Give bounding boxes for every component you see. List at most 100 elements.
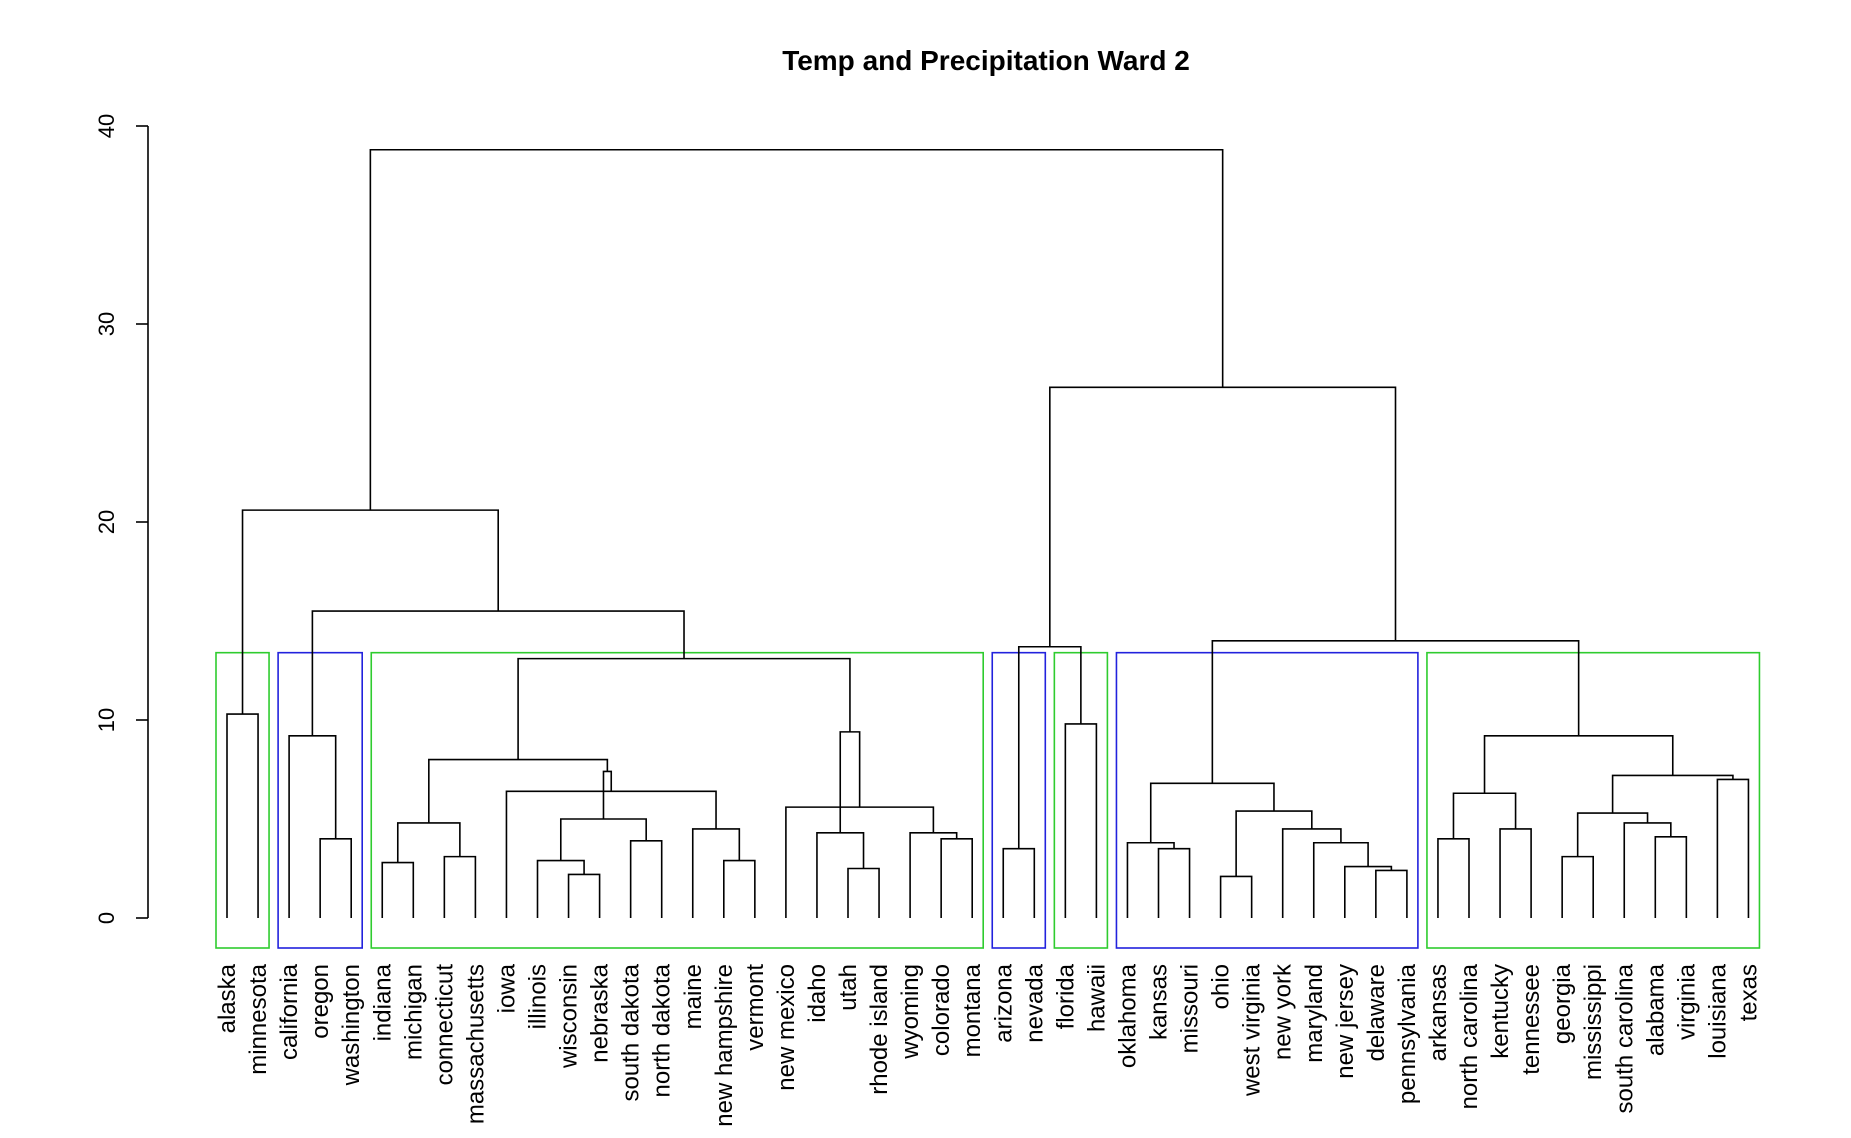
branch-C (288, 735, 337, 918)
branch-AA (1017, 645, 1082, 849)
leaf-label: virginia (1673, 963, 1700, 1040)
leaf-label: new hampshire (711, 964, 738, 1127)
leaf-label: kansas (1146, 964, 1173, 1040)
leaf-label: minnesota (245, 963, 272, 1074)
branch-AO (1654, 836, 1688, 918)
branch-AD (1219, 875, 1253, 918)
branch-U (839, 731, 861, 833)
leaf-label: vermont (742, 964, 769, 1051)
leaf-label: illinois (525, 964, 552, 1029)
chart-title: Temp and Precipitation Ward 2 (782, 45, 1190, 76)
branch-G (567, 873, 601, 918)
leaf-label: north carolina (1456, 963, 1483, 1109)
branch-H (536, 859, 585, 918)
leaf-label: texas (1735, 964, 1762, 1021)
branch-AQ (1576, 812, 1649, 857)
y-tick-label: 40 (94, 114, 119, 138)
branch-X (241, 509, 500, 715)
branch-P (847, 867, 880, 918)
branch-V (517, 657, 851, 760)
leaf-label: kentucky (1487, 964, 1514, 1059)
branch-L (691, 828, 741, 918)
leaf-label: oklahoma (1114, 963, 1141, 1068)
leaf-label: utah (835, 964, 862, 1011)
leaf-label: south carolina (1611, 963, 1638, 1113)
leaf-label: montana (959, 963, 986, 1057)
leaf-label: maryland (1301, 964, 1328, 1063)
leaf-labels: alaska minnesota california oregon washingto… (214, 963, 1762, 1127)
leaf-label: indiana (369, 963, 396, 1041)
branch-N (602, 770, 613, 819)
branch-S (909, 832, 958, 918)
y-tick-label: 30 (94, 312, 119, 336)
branch-D (381, 861, 415, 918)
branch-AT (1483, 735, 1674, 794)
cluster-boxes (215, 651, 1761, 949)
leaf-label: wisconsin (556, 964, 583, 1069)
branch-AI (1235, 810, 1313, 877)
branch-Z (1064, 723, 1098, 918)
cluster-box-2 (277, 651, 364, 949)
leaf-label: pennsylvania (1394, 963, 1421, 1104)
leaf-label: new york (1270, 963, 1297, 1060)
branch-AB (1157, 847, 1191, 918)
branch-A (226, 713, 259, 918)
branches (226, 148, 1750, 918)
branch-AS (1611, 774, 1734, 814)
leaf-label: massachusetts (462, 964, 489, 1124)
branch-AL (1499, 828, 1532, 918)
leaf-label: michigan (400, 964, 427, 1060)
branch-K (723, 859, 756, 918)
branch-AC (1126, 841, 1175, 918)
y-tick-label: 0 (94, 912, 119, 924)
branch-B (319, 838, 352, 918)
y-tick-label: 10 (94, 708, 119, 732)
leaf-label: tennessee (1518, 964, 1545, 1075)
leaf-label: hawaii (1083, 964, 1110, 1032)
branch-AU (1211, 640, 1580, 784)
leaf-label: maine (680, 964, 707, 1029)
leaf-label: colorado (928, 964, 955, 1056)
branch-AJ (1149, 782, 1275, 843)
branch-I (629, 839, 663, 918)
leaf-label: north dakota (649, 963, 676, 1097)
leaf-label: idaho (804, 964, 831, 1023)
branch-J (559, 818, 647, 861)
y-axis: 0 10 20 30 40 (94, 114, 149, 924)
branch-AN (1561, 855, 1594, 918)
leaf-label: nevada (1021, 963, 1048, 1042)
leaf-label: delaware (1363, 964, 1390, 1061)
branch-AF (1344, 865, 1393, 918)
leaf-label: iowa (493, 963, 520, 1013)
leaf-label: connecticut (431, 964, 458, 1086)
leaf-label: alaska (214, 963, 241, 1033)
branch-W (311, 610, 685, 736)
branch-R (940, 838, 973, 918)
leaf-label: georgia (1549, 963, 1576, 1044)
branch-AW (369, 148, 1224, 511)
branch-Q (816, 832, 865, 918)
leaf-label: west virginia (1239, 963, 1266, 1097)
branch-E (443, 855, 477, 918)
leaf-label: california (276, 963, 303, 1060)
branch-AK (1437, 838, 1470, 918)
leaf-label: alabama (1642, 963, 1669, 1056)
leaf-label: south dakota (618, 963, 645, 1101)
branch-AR (1716, 778, 1750, 918)
branch-AE (1375, 869, 1408, 918)
leaf-label: new mexico (773, 964, 800, 1091)
leaf-label: arizona (990, 963, 1017, 1042)
cluster-box-3 (370, 651, 985, 949)
leaf-label: wyoming (897, 964, 924, 1060)
branch-Y (1002, 847, 1036, 918)
leaf-label: oregon (307, 964, 334, 1039)
leaf-label: mississippi (1580, 964, 1607, 1080)
leaf-label: washington (338, 964, 365, 1086)
branch-AM (1452, 792, 1517, 839)
leaf-label: florida (1052, 963, 1079, 1029)
leaf-label: nebraska (587, 963, 614, 1062)
branch-AV (1049, 386, 1397, 647)
cluster-box-6 (1115, 651, 1419, 949)
leaf-label: louisiana (1704, 963, 1731, 1058)
